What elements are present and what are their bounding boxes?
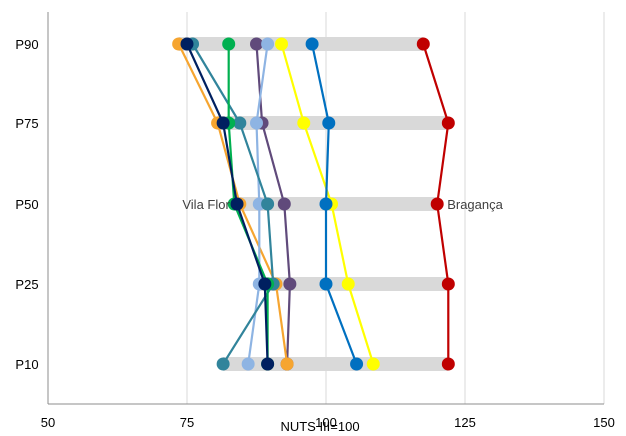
data-point — [261, 357, 275, 371]
y-tick-label: P25 — [15, 277, 38, 292]
data-point — [275, 37, 289, 51]
annotations: Vila Flor Bragança — [182, 197, 503, 212]
data-point — [319, 197, 333, 211]
point-annotation: Bragança — [447, 197, 503, 212]
x-tick-label: 50 — [41, 415, 55, 430]
data-point — [241, 357, 255, 371]
data-point — [283, 277, 297, 291]
data-point — [230, 197, 244, 211]
y-tick-label: P10 — [15, 357, 38, 372]
data-point — [341, 277, 355, 291]
data-point — [250, 116, 263, 130]
data-point — [297, 116, 311, 130]
data-point — [441, 357, 455, 371]
series — [180, 37, 275, 371]
y-tick-label: P75 — [15, 116, 38, 131]
data-point — [430, 197, 444, 211]
data-point — [261, 37, 275, 51]
data-point — [322, 116, 336, 130]
data-point — [222, 37, 236, 51]
series — [305, 37, 364, 371]
x-axis-title: NUTS III=100 — [280, 419, 359, 434]
data-point — [258, 277, 272, 291]
data-point — [280, 357, 294, 371]
data-point — [216, 357, 230, 371]
data-point — [319, 277, 333, 291]
data-point — [441, 116, 455, 130]
x-tick-label: 150 — [593, 415, 615, 430]
data-point — [305, 37, 319, 51]
y-tick-label: P50 — [15, 197, 38, 212]
x-tick-label: 100 — [315, 415, 337, 430]
data-point — [416, 37, 430, 51]
data-point — [441, 277, 455, 291]
data-point — [233, 116, 247, 130]
x-tick-labels: 50 75 100 125 150 — [41, 415, 615, 430]
gridlines — [186, 12, 605, 404]
series-lines — [172, 37, 455, 371]
y-tick-label: P90 — [15, 37, 38, 52]
point-annotation: Vila Flor — [182, 197, 230, 212]
series — [416, 37, 455, 371]
x-tick-label: 75 — [180, 415, 194, 430]
range-bar — [178, 37, 424, 51]
series — [186, 37, 280, 371]
data-point — [250, 37, 263, 51]
range-bar — [223, 357, 449, 371]
data-point — [350, 357, 364, 371]
data-point — [277, 197, 291, 211]
axes — [47, 12, 604, 405]
x-tick-label: 125 — [454, 415, 476, 430]
y-tick-labels: P90 P75 P50 P25 P10 — [15, 37, 38, 372]
data-point — [216, 116, 230, 130]
data-point — [180, 37, 194, 51]
data-point — [366, 357, 380, 371]
data-point — [261, 197, 275, 211]
